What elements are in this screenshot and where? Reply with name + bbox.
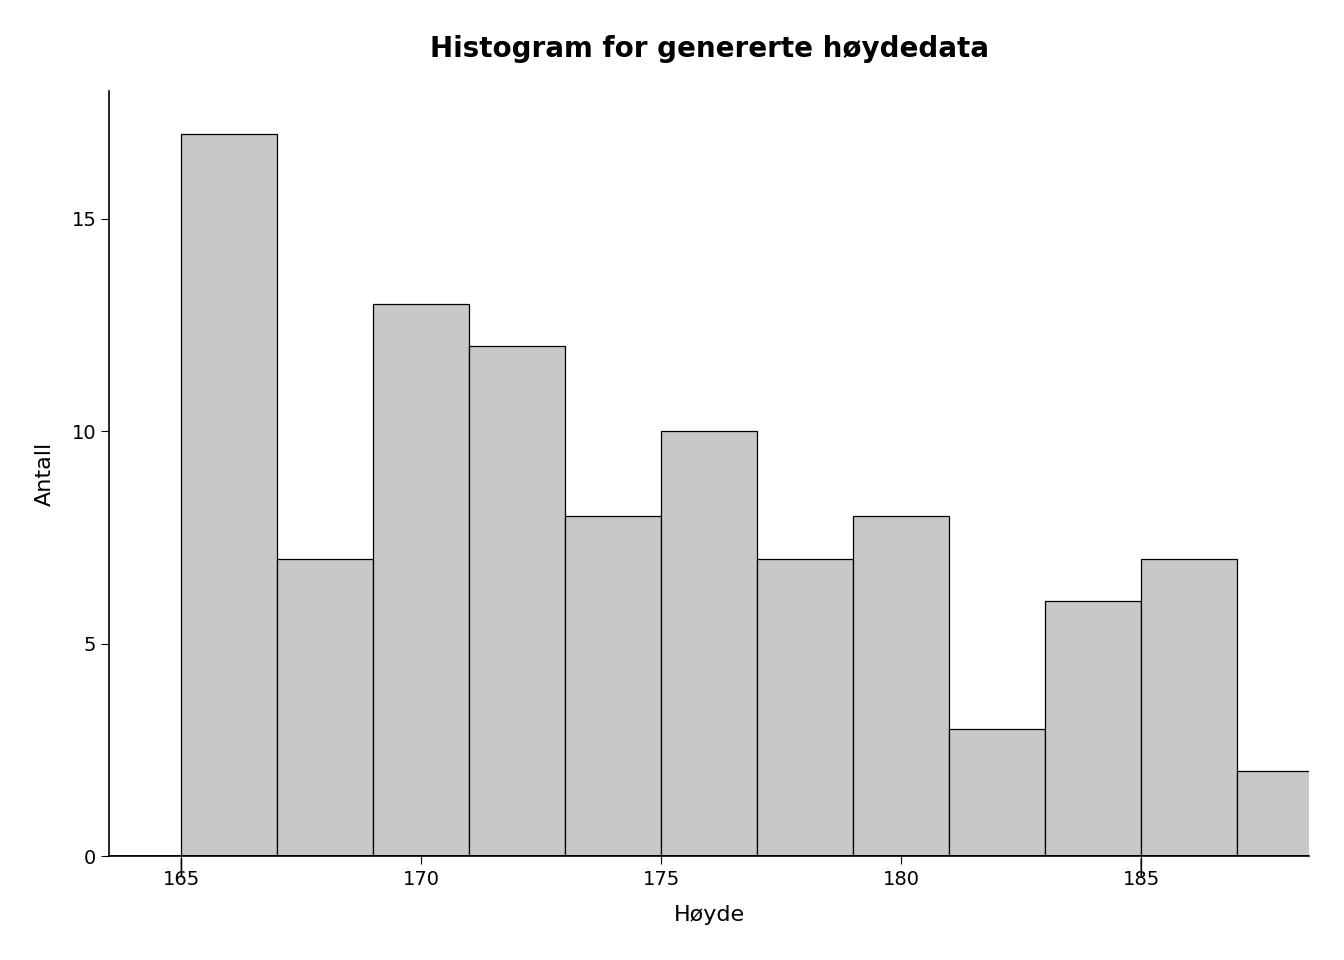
Bar [949, 729, 1046, 856]
Bar [181, 134, 277, 856]
Bar [661, 431, 758, 856]
Bar [1238, 772, 1333, 856]
Y-axis label: Antall: Antall [35, 442, 55, 506]
Bar [566, 516, 661, 856]
Bar [374, 304, 469, 856]
Bar [469, 347, 566, 856]
Bar [758, 559, 853, 856]
Bar [277, 559, 374, 856]
Bar [853, 516, 949, 856]
Bar [1141, 559, 1238, 856]
X-axis label: Høyde: Høyde [673, 905, 745, 925]
Bar [1046, 601, 1141, 856]
Title: Histogram for genererte høydedata: Histogram for genererte høydedata [430, 35, 989, 62]
